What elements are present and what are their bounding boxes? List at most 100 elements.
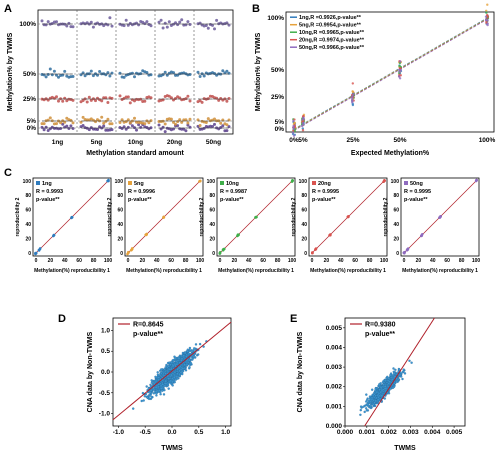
panel-a-point (122, 24, 126, 28)
pe-marks-point (393, 372, 396, 375)
panel-a-point (188, 117, 192, 121)
pd-marks-point (132, 407, 135, 410)
panel-a-ytick-0: 0% (27, 125, 37, 132)
panel-c-point (311, 251, 314, 254)
pd-marks-point (191, 357, 195, 360)
panel-b-fit-line (293, 18, 488, 131)
panel-a-point (94, 99, 97, 103)
pd-marks-point (168, 368, 172, 371)
pd-marks-point (150, 379, 153, 382)
pd-marks-point (152, 388, 156, 392)
pe-marks-point (386, 375, 389, 379)
panel-b-legend-label: 5ng,R =0.9954,p-value** (299, 23, 362, 29)
panel-a-point (59, 121, 63, 125)
panel-a-point (178, 20, 182, 24)
panel-a-point (122, 125, 126, 129)
panel-a-point (227, 71, 231, 75)
panel-a-point (161, 73, 165, 77)
panel-a-point (163, 130, 167, 134)
pe-marks-point (365, 409, 368, 412)
panel-c-xtick: 40 (154, 258, 160, 264)
panel-a-point (48, 67, 52, 71)
panel-b-fit-line (293, 18, 488, 130)
panel-c-point (406, 248, 409, 251)
panel-a-point (55, 20, 58, 24)
panel-a-point (118, 94, 122, 98)
pe-marks-point (362, 405, 365, 408)
panel-c-xtick: 100 (380, 258, 389, 264)
pe-marks-point (394, 368, 397, 371)
pd-marks-point (140, 399, 143, 403)
panel-c-subplot-5ng: reproducibility 2 Methylation(%) reproduc… (107, 177, 204, 274)
panel-a-point (65, 24, 69, 28)
panel-a-point (186, 94, 190, 98)
panel-a-point (130, 71, 134, 75)
panel-a-point (71, 98, 75, 102)
panel-a-point (63, 22, 67, 26)
panel-b-point (301, 129, 305, 132)
pd-marks-xtick-3: 0.5 (194, 429, 203, 436)
panel-a-point (172, 120, 175, 124)
panel-label-b: B (252, 3, 260, 15)
panel-a-xtick-0: 1ng (52, 139, 64, 146)
pd-marks-point (154, 379, 158, 383)
pe-marks-point (372, 403, 375, 406)
panel-c-xtick: 80 (275, 258, 281, 264)
pd-marks-ytick-2: 0.0 (101, 369, 110, 376)
panel-c-xtick: 40 (62, 258, 68, 264)
panel-a-point (50, 119, 54, 123)
panel-b-point (398, 77, 402, 80)
panel-a-point (63, 69, 67, 73)
panel-a-point (61, 99, 65, 103)
panel-c-frame (216, 177, 296, 257)
pd-marks-point (150, 396, 153, 399)
panel-a-point (225, 69, 229, 73)
panel-a-point (102, 24, 106, 28)
panel-a-point (225, 129, 229, 133)
panel-a-point (180, 120, 184, 124)
pd-marks-point (160, 372, 163, 375)
panel-c-ytick: 40 (117, 222, 123, 228)
panel-a-point (71, 75, 75, 78)
panel-a-ylabel: Methylation% by TWMS (7, 32, 14, 111)
panel-c-xtick: 0 (219, 258, 222, 264)
panel-e-frame (344, 317, 466, 427)
pe-marks-point (378, 388, 381, 391)
pd-marks-r: R=0.8645 (133, 322, 164, 329)
panel-c-name: 10ng (226, 181, 239, 187)
panel-d-ylabel: CNA data by Non-TWMS (87, 331, 94, 412)
panel-b-point (350, 96, 354, 100)
panel-c-point (70, 215, 74, 219)
pd-marks-point (187, 352, 190, 355)
panel-c-xtick: 20 (48, 258, 54, 264)
panel-a-point (57, 99, 60, 103)
panel-a-point (180, 127, 184, 131)
pd-marks-point (188, 366, 191, 369)
panel-a-point (211, 23, 214, 27)
panel-c-legend-swatch (128, 181, 132, 185)
pd-marks-point (149, 394, 152, 397)
panel-a-point (169, 96, 173, 100)
panel-a-point (163, 21, 167, 25)
panel-c-xlabel: Methylation(%) reproducibility 1 (34, 268, 110, 274)
panel-a-point (55, 73, 58, 77)
panel-c-ytick: 60 (25, 208, 31, 214)
panel-c-xtick: 0 (403, 258, 406, 264)
pd-marks-fit-line (112, 321, 232, 421)
panel-e: CNA data by Non-TWMS TWMS 0.000 0.001 0.00… (297, 317, 466, 452)
panel-c-subplot-20ng: reproducibility 2 Methylation(%) reproduc… (291, 177, 389, 274)
panel-c-ytick: 60 (209, 208, 215, 214)
panel-a-point (63, 96, 67, 100)
panel-b-point (351, 90, 354, 93)
panel-a-point (89, 98, 93, 102)
panel-b-ytick-2: 25% (271, 94, 284, 101)
panel-c-point (218, 251, 222, 254)
panel-a-point (139, 72, 143, 76)
panel-a-point (180, 18, 184, 22)
panel-c-r: R = 0.9995 (312, 189, 339, 195)
pd-marks-point (167, 377, 170, 380)
pd-marks-point (174, 378, 177, 381)
pe-marks-point (389, 373, 392, 377)
pe-marks-point (383, 387, 387, 390)
pe-marks-point (375, 396, 378, 400)
